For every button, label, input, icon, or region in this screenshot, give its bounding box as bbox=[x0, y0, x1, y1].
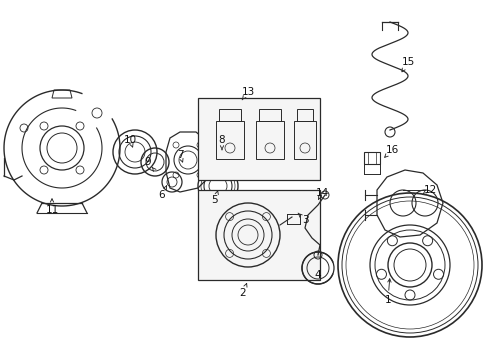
Text: 16: 16 bbox=[385, 145, 398, 155]
Text: 2: 2 bbox=[239, 288, 246, 298]
Text: 7: 7 bbox=[176, 150, 183, 160]
Text: 11: 11 bbox=[45, 205, 59, 215]
Text: 6: 6 bbox=[159, 190, 165, 200]
Bar bbox=[198, 98, 319, 180]
Bar bbox=[363, 152, 379, 164]
Text: 14: 14 bbox=[315, 188, 328, 198]
Text: 3: 3 bbox=[301, 215, 307, 225]
Text: 1: 1 bbox=[384, 295, 390, 305]
Text: 13: 13 bbox=[241, 87, 254, 97]
Bar bbox=[198, 190, 319, 280]
Text: 4: 4 bbox=[314, 270, 321, 280]
Text: 12: 12 bbox=[423, 185, 436, 195]
Circle shape bbox=[218, 144, 225, 152]
Text: 5: 5 bbox=[211, 195, 218, 205]
Text: 9: 9 bbox=[144, 157, 151, 167]
Text: 8: 8 bbox=[218, 135, 225, 145]
Text: 10: 10 bbox=[123, 135, 136, 145]
Text: 15: 15 bbox=[401, 57, 414, 67]
